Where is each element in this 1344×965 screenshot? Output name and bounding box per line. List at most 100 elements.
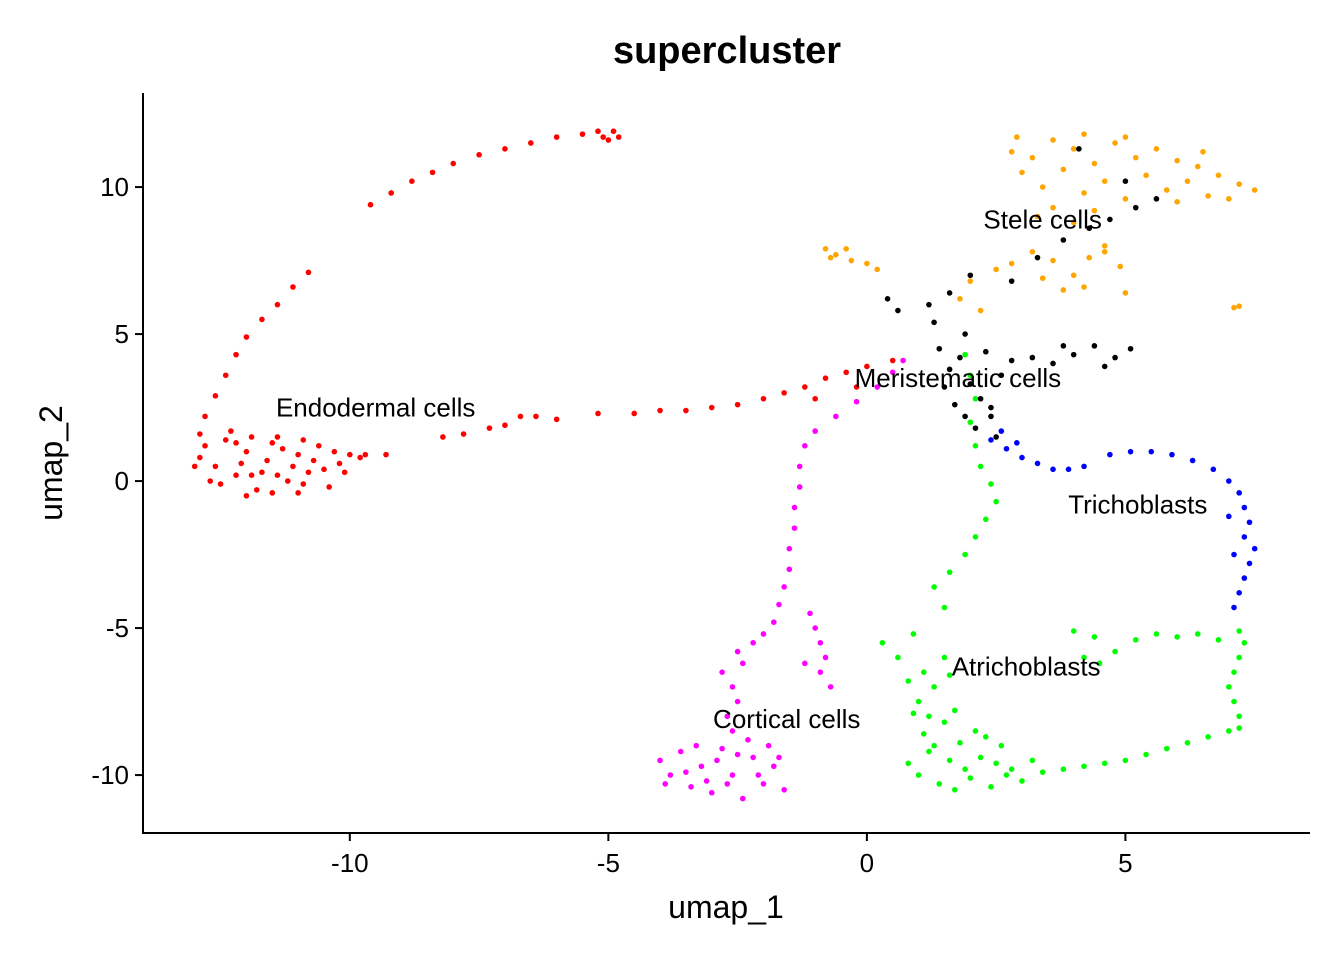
data-point [1163, 187, 1170, 193]
data-point [1200, 149, 1206, 155]
data-point [957, 296, 963, 302]
data-point [791, 525, 798, 531]
data-point [1050, 257, 1056, 264]
data-point [905, 760, 912, 767]
data-point [1226, 196, 1232, 202]
data-point [1241, 504, 1248, 511]
data-point [967, 419, 974, 426]
data-point [1070, 628, 1077, 634]
data-point [274, 434, 281, 440]
data-point [315, 443, 322, 449]
y-tick-label: -5 [106, 613, 129, 643]
data-point [724, 781, 731, 787]
data-point [217, 481, 224, 487]
data-point [734, 698, 741, 705]
data-point [1112, 354, 1118, 361]
data-point [238, 460, 245, 467]
data-point [1143, 751, 1149, 758]
data-point [967, 272, 974, 279]
data-point [222, 437, 229, 443]
data-point [1122, 134, 1129, 140]
data-point [631, 410, 638, 417]
data-point [977, 463, 984, 470]
data-point [729, 772, 736, 778]
data-point [595, 128, 601, 135]
data-point [1231, 669, 1237, 675]
data-point [486, 425, 493, 431]
data-point [1236, 590, 1242, 596]
data-point [284, 478, 291, 484]
data-point [1070, 219, 1077, 226]
data-point [719, 669, 725, 675]
data-point [936, 781, 943, 787]
data-point [502, 146, 508, 152]
data-point [1050, 137, 1056, 143]
data-point [962, 351, 968, 358]
data-point [977, 754, 984, 761]
data-point [1008, 149, 1015, 155]
data-point [1127, 345, 1134, 352]
data-point [972, 534, 979, 540]
data-point [610, 128, 617, 135]
data-point [807, 610, 813, 617]
data-point [946, 757, 953, 764]
data-point [874, 266, 881, 273]
data-point [1091, 343, 1098, 349]
data-point [1050, 204, 1056, 211]
data-point [1153, 631, 1160, 637]
data-point [357, 454, 363, 461]
data-point [817, 669, 824, 675]
data-point [243, 448, 250, 455]
data-point [1251, 545, 1258, 552]
data-point [781, 786, 787, 793]
data-point [1226, 684, 1232, 690]
data-point [259, 469, 265, 476]
data-point [848, 257, 855, 264]
data-point [1081, 190, 1087, 196]
data-point [683, 407, 689, 414]
data-point [739, 795, 746, 802]
data-point [889, 357, 896, 364]
data-point [776, 601, 782, 608]
data-point [910, 631, 917, 637]
data-point [1231, 551, 1237, 558]
data-point [1039, 275, 1046, 282]
data-point [1112, 140, 1118, 146]
data-point [833, 413, 839, 420]
data-point [962, 331, 968, 337]
data-point [1132, 204, 1139, 211]
data-point [1019, 169, 1025, 176]
data-point [951, 707, 958, 714]
data-point [1194, 163, 1201, 170]
data-point [1008, 357, 1015, 364]
data-point [920, 669, 927, 675]
data-point [259, 316, 265, 323]
data-point [993, 434, 999, 440]
data-point [879, 639, 886, 646]
data-point [1034, 213, 1041, 220]
data-point [822, 246, 829, 252]
data-point [972, 728, 979, 734]
data-point [889, 369, 896, 376]
data-point [941, 384, 948, 390]
data-point [864, 363, 870, 370]
data-point [1091, 160, 1098, 167]
data-point [864, 260, 870, 267]
data-point [1117, 263, 1124, 270]
data-point [1226, 513, 1232, 520]
data-point [951, 401, 958, 408]
data-point [1226, 478, 1232, 484]
data-point [791, 504, 798, 511]
data-point [212, 463, 219, 470]
data-point [1122, 196, 1129, 202]
data-point [765, 742, 772, 749]
data-point [1236, 303, 1242, 309]
data-point [786, 566, 793, 573]
data-point [977, 307, 984, 314]
cluster-label: Trichoblasts [1068, 490, 1207, 520]
cluster-label: Meristematic cells [855, 363, 1062, 393]
data-point [191, 463, 198, 470]
data-point [1008, 766, 1015, 773]
data-point [595, 410, 601, 417]
data-point [1251, 187, 1258, 193]
